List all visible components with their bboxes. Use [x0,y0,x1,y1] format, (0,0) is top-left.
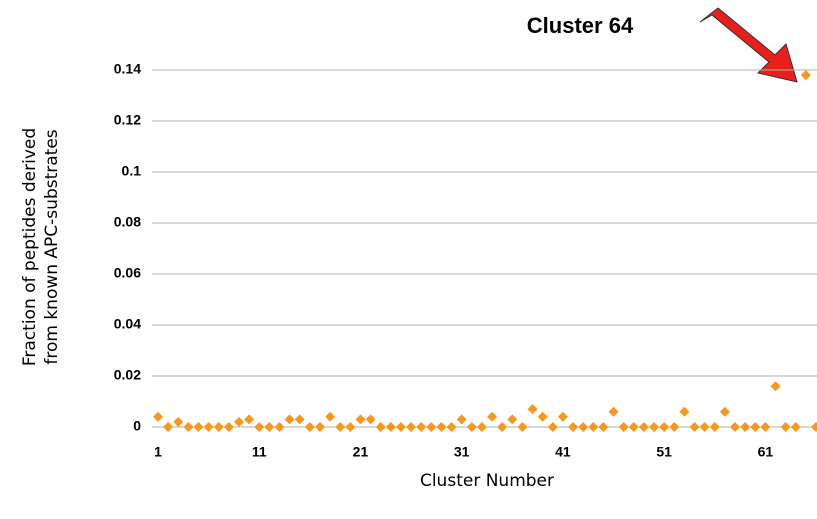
point [203,422,214,432]
point [406,422,417,432]
point [294,414,305,425]
point [719,406,730,417]
point [527,404,538,415]
point [730,422,741,432]
point [659,422,670,432]
point [375,422,386,432]
point [466,422,477,432]
point [608,406,619,417]
y-label: Fraction of peptides derived from known … [20,128,62,366]
y-tick-label: 0.12 [114,112,141,128]
point [547,422,558,432]
point [618,422,629,432]
point [325,411,336,422]
point [628,422,639,432]
y-label-line: Fraction of peptides derived [20,128,40,366]
point [233,416,244,427]
y-tick-label: 0 [133,418,141,434]
point [183,422,194,432]
x-tick-label: 61 [758,444,774,460]
point [426,422,437,432]
point [780,422,791,432]
y-tick-label: 0.06 [114,265,141,281]
point [284,414,295,425]
point [395,422,406,432]
point [365,414,376,425]
point [487,411,498,422]
point [588,422,599,432]
y-tick-label: 0.08 [114,214,141,230]
point [568,422,579,432]
point [416,422,427,432]
point [811,422,817,432]
point [173,416,184,427]
point [770,381,781,392]
point [638,422,649,432]
point [335,422,346,432]
annotation: Cluster 64 [527,13,634,38]
point [497,422,508,432]
point [800,70,811,81]
point [649,422,660,432]
x-tick-label: 41 [555,444,571,460]
y-tick-label: 0.1 [122,163,142,179]
point [244,414,255,425]
point [578,422,589,432]
point [274,422,285,432]
point [436,422,447,432]
point [254,422,265,432]
point [557,411,568,422]
point [699,422,710,432]
point [345,422,356,432]
point [750,422,761,432]
point [709,422,720,432]
arrow [699,7,798,83]
x-tick-label: 11 [252,444,267,460]
point [355,414,366,425]
point [790,422,801,432]
point [314,422,325,432]
point [598,422,609,432]
y-tick-label: 0.02 [114,367,141,383]
point [679,406,690,417]
point [476,422,487,432]
x-tick-label: 31 [454,444,470,460]
point [689,422,700,432]
point [223,422,234,432]
point [264,422,275,432]
y-label-line: from known APC-substrates [42,129,62,364]
point [446,422,457,432]
x-label: Cluster Number [420,471,554,491]
point [163,422,174,432]
y-tick-label: 0.04 [114,316,141,332]
point [740,422,751,432]
x-tick-label: 1 [154,444,162,460]
point [760,422,771,432]
point [213,422,224,432]
point [304,422,315,432]
point [193,422,204,432]
point [385,422,396,432]
x-tick-label: 21 [353,444,369,460]
point [669,422,680,432]
point [507,414,518,425]
point [456,414,467,425]
point [517,422,528,432]
point [153,411,163,422]
x-tick-label: 51 [656,444,672,460]
point [537,411,548,422]
y-tick-label: 0.14 [114,61,141,77]
